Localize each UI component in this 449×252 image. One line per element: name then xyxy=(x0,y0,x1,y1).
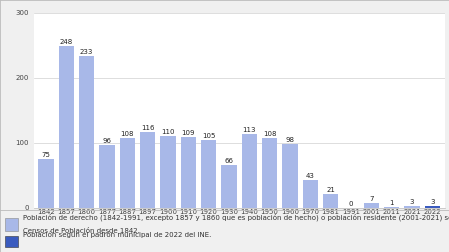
Bar xyxy=(79,56,94,208)
Text: 75: 75 xyxy=(41,152,50,158)
Bar xyxy=(180,137,196,208)
Bar xyxy=(119,138,135,208)
Bar xyxy=(425,206,440,208)
Text: 3: 3 xyxy=(430,199,435,205)
Bar xyxy=(221,165,237,208)
Text: 21: 21 xyxy=(326,187,335,193)
Text: 66: 66 xyxy=(224,158,233,164)
Bar xyxy=(58,46,74,208)
Text: 108: 108 xyxy=(120,131,134,137)
Text: 96: 96 xyxy=(102,138,111,144)
Bar xyxy=(160,136,176,208)
Text: 109: 109 xyxy=(181,130,195,136)
Bar xyxy=(38,159,53,208)
Text: 113: 113 xyxy=(242,127,256,133)
Text: 1: 1 xyxy=(389,200,394,206)
Bar xyxy=(364,203,379,208)
Bar xyxy=(282,144,298,208)
Text: Población de derecho (1842-1991, excepto 1857 y 1860 que es población de hecho) : Población de derecho (1842-1991, excepto… xyxy=(23,214,449,221)
Text: 105: 105 xyxy=(202,133,215,139)
Bar xyxy=(140,132,155,208)
Bar xyxy=(405,206,420,208)
Bar xyxy=(242,134,257,208)
Bar xyxy=(323,194,338,208)
Text: 110: 110 xyxy=(161,129,175,135)
Bar xyxy=(303,180,318,208)
Text: 7: 7 xyxy=(369,196,374,202)
Text: 116: 116 xyxy=(141,125,154,131)
Text: 248: 248 xyxy=(60,40,73,45)
Bar xyxy=(201,140,216,208)
Text: 43: 43 xyxy=(306,173,315,179)
Bar xyxy=(384,207,399,208)
Text: Censos de Población desde 1842.: Censos de Población desde 1842. xyxy=(23,228,140,234)
Text: 233: 233 xyxy=(80,49,93,55)
Bar xyxy=(99,145,114,208)
Text: Población según el padrón municipal de 2022 del INE.: Población según el padrón municipal de 2… xyxy=(23,231,212,238)
Text: 3: 3 xyxy=(410,199,414,205)
Bar xyxy=(262,138,277,208)
Text: 98: 98 xyxy=(286,137,295,143)
Text: 108: 108 xyxy=(263,131,276,137)
Text: 0: 0 xyxy=(349,201,353,207)
